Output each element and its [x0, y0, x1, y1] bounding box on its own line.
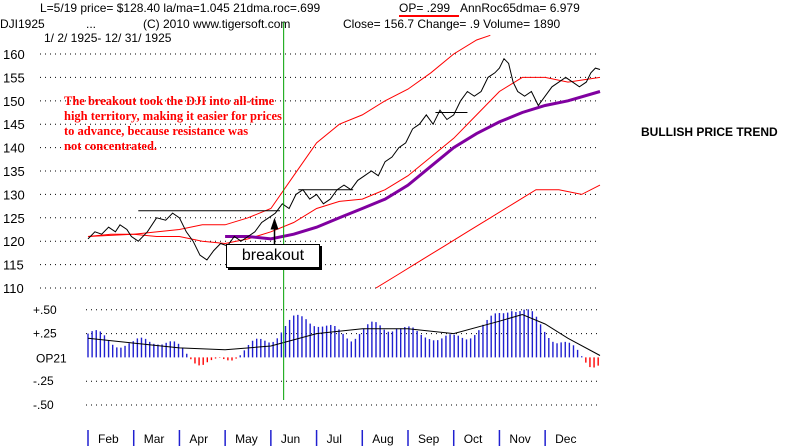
month-label: Dec [555, 432, 576, 446]
symbol-label: DJI1925 [0, 17, 45, 31]
month-label: Oct [464, 432, 483, 446]
month-label: Apr [189, 432, 208, 446]
month-label: Jul [327, 432, 342, 446]
header-line1-left: L=5/19 price= $128.40 la/ma=1.045 21dma.… [40, 1, 321, 15]
month-label: Feb [98, 432, 119, 446]
price-tick-label: 150 [3, 94, 25, 109]
upper-band-line [87, 34, 491, 237]
op-value: OP= .299 [399, 1, 451, 15]
op-tick-label: +.50 [33, 303, 57, 317]
op-tick-label: +.25 [33, 327, 57, 341]
price-tick-label: 120 [3, 234, 25, 249]
moving-average-line [225, 90, 601, 241]
breakout-arrow-head [270, 217, 279, 230]
price-tick-label: 125 [3, 211, 25, 226]
short-moving-average-line [87, 76, 601, 245]
op-tick-label: -.50 [33, 398, 54, 412]
price-tick-label: 155 [3, 70, 25, 85]
price-tick-label: 130 [3, 187, 25, 202]
breakout-annotation: The breakout took the DJI into all-time … [64, 94, 282, 153]
header-dots: ... [86, 17, 97, 31]
month-label: May [235, 432, 258, 446]
close-volume-label: Close= 156.7 Change= .9 Volume= 1890 [343, 17, 561, 31]
month-label: Mar [144, 432, 165, 446]
op-zero-label: OP21 [36, 351, 67, 365]
price-tick-label: 145 [3, 117, 25, 132]
price-tick-label: 110 [3, 281, 24, 296]
op21-smoothed-line [87, 313, 601, 356]
op-tick-label: -.25 [33, 374, 54, 388]
price-tick-label: 160 [3, 47, 25, 62]
annroc-value: AnnRoc65dma= 6.979 [460, 1, 580, 15]
copyright-label: (C) 2010 www.tigersoft.com [143, 17, 291, 31]
price-tick-label: 140 [3, 141, 25, 156]
month-label: Sep [418, 432, 440, 446]
month-label: Nov [509, 432, 530, 446]
price-tick-label: 115 [3, 258, 24, 273]
price-tick-label: 135 [3, 164, 25, 179]
date-range: 1/ 2/ 1925- 12/ 31/ 1925 [44, 31, 172, 45]
breakout-label: breakout [226, 244, 320, 268]
month-label: Jun [281, 432, 300, 446]
price-line [87, 57, 601, 261]
lower-band-line [375, 184, 601, 289]
trend-label: BULLISH PRICE TREND [641, 125, 778, 139]
month-label: Aug [372, 432, 393, 446]
